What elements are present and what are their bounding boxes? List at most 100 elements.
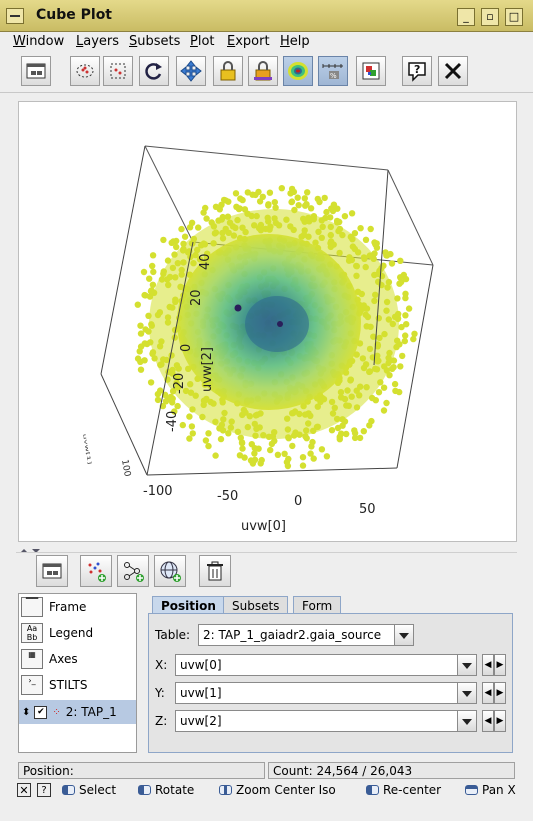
scatter-point <box>174 402 181 410</box>
x-field[interactable]: uvw[0] <box>175 654 473 676</box>
add-pair-layer-icon[interactable] <box>117 555 149 587</box>
scatter-point <box>380 407 388 414</box>
layer-visible-checkbox[interactable]: ✔ <box>34 705 48 719</box>
window-icon[interactable] <box>36 555 68 587</box>
layer-stilts[interactable]: ›_ STILTS <box>19 673 136 697</box>
menu-export[interactable]: Export <box>227 34 270 49</box>
table-dropdown-button[interactable] <box>394 624 414 646</box>
tab-position[interactable]: Position <box>152 596 225 615</box>
scatter-point <box>360 428 367 435</box>
scatter-point <box>351 427 358 434</box>
menu-subsets[interactable]: Subsets <box>129 34 181 49</box>
scatter-point <box>362 236 370 243</box>
y-dropdown-button[interactable] <box>457 682 477 704</box>
scatter-point <box>356 434 364 442</box>
box-subset-icon[interactable] <box>103 56 133 86</box>
axes-toggle-icon[interactable]: % <box>318 56 348 86</box>
count-status: Count: 24,564 / 26,043 <box>268 762 515 779</box>
window-menu-icon[interactable] <box>6 8 24 24</box>
close-icon[interactable] <box>438 56 468 86</box>
scatter-point <box>257 460 264 467</box>
scatter-point <box>232 190 240 197</box>
z-next-button[interactable]: ▶ <box>494 710 506 732</box>
hint-select: Select <box>62 783 116 797</box>
scatter-point <box>307 450 314 457</box>
scatter-point <box>367 225 374 233</box>
menu-window[interactable]: Window <box>13 34 65 49</box>
cube-plot-area[interactable]: -100 -50 0 50 uvw[0] 40 20 0 -20 -40 uvw… <box>18 101 517 542</box>
lock-aspect-icon[interactable] <box>213 56 243 86</box>
tab-form[interactable]: Form <box>293 596 342 614</box>
scatter-point <box>188 423 196 430</box>
svg-text:%: % <box>330 72 337 80</box>
window-icon[interactable] <box>21 56 51 86</box>
hints-help-icon[interactable]: ? <box>37 783 51 797</box>
table-select[interactable]: 2: TAP_1_gaiadr2.gaia_source <box>198 624 406 646</box>
control-toolbar <box>16 552 517 591</box>
hint-zoom: Zoom Center Iso <box>219 783 336 797</box>
x-dropdown-button[interactable] <box>457 654 477 676</box>
scatter-point <box>271 199 278 206</box>
scatter-point <box>302 202 309 209</box>
position-status: Position: <box>18 762 265 779</box>
position-panel: Table: 2: TAP_1_gaiadr2.gaia_source X: u… <box>148 613 513 753</box>
scatter-point <box>400 271 407 279</box>
rotate-reset-icon[interactable] <box>139 56 169 86</box>
z-label: Z: <box>155 714 168 728</box>
lasso-subset-icon[interactable] <box>70 56 100 86</box>
scatter-point <box>217 435 225 443</box>
layer-axes[interactable]: ▦ Axes <box>19 647 136 671</box>
add-sky-layer-icon[interactable] <box>154 555 186 587</box>
minimize-icon[interactable]: _ <box>457 8 475 26</box>
y-next-button[interactable]: ▶ <box>494 682 506 704</box>
navigation-icon[interactable] <box>176 56 206 86</box>
close-hints-icon[interactable]: ✕ <box>17 783 31 797</box>
z-field[interactable]: uvw[2] <box>175 710 473 732</box>
scatter-point <box>318 446 326 453</box>
y-field[interactable]: uvw[1] <box>175 682 473 704</box>
scatter-point <box>401 337 408 345</box>
layer-legend[interactable]: Aa Bb Legend <box>19 621 136 645</box>
split-divider[interactable] <box>18 543 515 553</box>
help-icon[interactable]: ? <box>402 56 432 86</box>
x-prev-button[interactable]: ◀ <box>482 654 494 676</box>
drag-handle-icon[interactable]: ⬍ <box>22 706 31 718</box>
x-label: X: <box>155 658 168 672</box>
layer-data-selected[interactable]: ⬍ ✔ ⁘ 2: TAP_1 <box>19 700 136 724</box>
scatter-point <box>301 195 308 202</box>
scatter-point <box>402 312 409 319</box>
layer-frame[interactable]: ▔▔ Frame <box>19 595 136 619</box>
add-scatter-layer-icon[interactable] <box>80 555 112 587</box>
close-window-icon[interactable]: □ <box>505 8 523 26</box>
scatter-point <box>398 323 405 331</box>
z-prev-button[interactable]: ◀ <box>482 710 494 732</box>
scatter-point <box>149 252 157 259</box>
y-prev-button[interactable]: ◀ <box>482 682 494 704</box>
scatter-point <box>146 293 154 300</box>
density-icon[interactable] <box>283 56 313 86</box>
tab-subsets[interactable]: Subsets <box>223 596 289 614</box>
menu-plot[interactable]: Plot <box>190 34 215 49</box>
lock-axes-icon[interactable] <box>248 56 278 86</box>
scatter-point <box>323 208 330 216</box>
scatter-point <box>390 364 397 371</box>
scatter-point <box>357 225 364 232</box>
scatter-point <box>244 189 251 196</box>
scatter-point <box>295 202 302 209</box>
menu-help[interactable]: Help <box>280 34 310 49</box>
scatter-point <box>252 191 259 199</box>
scatter-point <box>154 390 162 398</box>
resize-icon[interactable] <box>356 56 386 86</box>
scatter-point <box>399 352 406 360</box>
z-dropdown-button[interactable] <box>457 710 477 732</box>
scatter-point <box>146 275 153 282</box>
menu-layers[interactable]: Layers <box>76 34 120 49</box>
scatter-point <box>162 398 170 405</box>
scatter-point <box>314 195 321 203</box>
scatter-point <box>348 210 356 217</box>
maximize-icon[interactable]: ▫ <box>481 8 499 26</box>
delete-layer-icon[interactable] <box>199 555 231 587</box>
scatter-point <box>391 380 399 388</box>
x-next-button[interactable]: ▶ <box>494 654 506 676</box>
scatter-point <box>310 455 317 462</box>
